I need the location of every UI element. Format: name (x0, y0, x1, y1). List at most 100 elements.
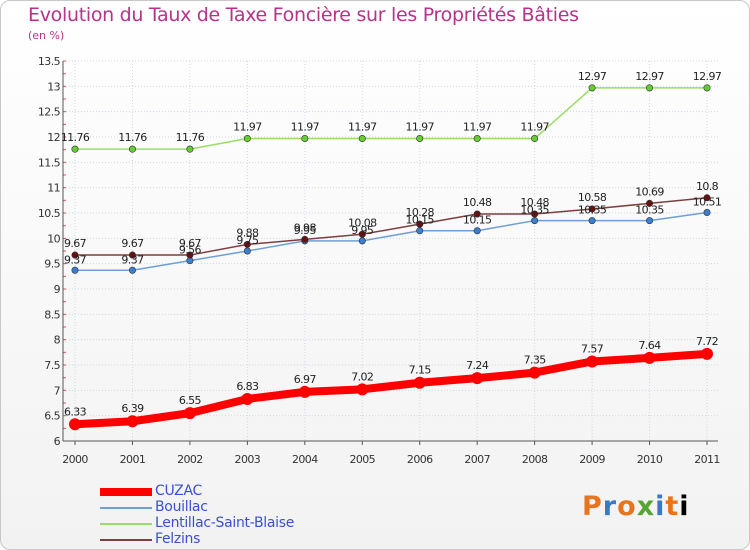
data-label-bouillac: 10.35 (635, 204, 664, 217)
y-axis-unit: (en %) (28, 29, 65, 42)
y-tick-label: 6 (54, 435, 61, 448)
data-point-felzins (301, 235, 309, 243)
logo-letter: r (602, 491, 618, 522)
data-label-felzins: 9.88 (236, 226, 259, 239)
data-point-cuzac (471, 372, 484, 385)
data-point-felzins (71, 251, 79, 259)
legend-swatch-felzins (100, 539, 152, 541)
logo-letter: t (665, 491, 680, 522)
data-label-felzins: 10.58 (578, 191, 607, 204)
y-tick-label: 7.5 (44, 359, 60, 372)
data-point-bouillac (646, 217, 654, 225)
y-tick-label: 6.5 (44, 410, 60, 423)
data-label-cuzac: 7.57 (581, 342, 604, 355)
data-label-felzins: 10.8 (696, 180, 719, 193)
data-point-bouillac (416, 227, 424, 235)
data-point-bouillac (703, 208, 711, 216)
data-label-cuzac: 7.02 (351, 370, 373, 383)
data-point-cuzac (241, 392, 254, 405)
data-label-lentillac: 11.97 (291, 121, 320, 134)
data-label-cuzac: 7.72 (696, 335, 718, 348)
data-point-felzins (243, 240, 251, 248)
data-point-lentillac (71, 145, 79, 153)
data-label-cuzac: 7.35 (524, 354, 547, 367)
axis-layer: 6 6.5 7 7.5 8 8.5 9 9.5 10 10.5 11 11.5 12 12.5 13 13.5… (38, 55, 720, 466)
data-label-felzins: 10.48 (463, 196, 492, 209)
data-label-bouillac: 9.75 (236, 234, 259, 247)
data-label-lentillac: 11.97 (463, 121, 492, 134)
legend-label-felzins: Felzins (155, 531, 201, 547)
data-point-bouillac (531, 217, 539, 225)
data-label-lentillac: 11.76 (61, 131, 90, 144)
y-tick-label: 10 (47, 232, 60, 245)
data-label-lentillac: 12.97 (635, 70, 664, 83)
data-label-lentillac: 11.97 (405, 121, 434, 134)
grid-layer (63, 60, 718, 442)
x-tick-label: 2007 (464, 453, 490, 466)
data-point-lentillac (301, 135, 309, 143)
data-point-cuzac (586, 355, 599, 368)
legend-label-bouillac: Bouillac (155, 499, 208, 515)
data-point-felzins (128, 251, 136, 259)
series-line-felzins (74, 197, 708, 256)
data-label-felzins: 10.69 (635, 185, 664, 198)
x-tick-label: 2000 (62, 453, 88, 466)
data-point-felzins (416, 220, 424, 228)
data-point-lentillac (646, 84, 654, 92)
data-point-lentillac (473, 135, 481, 143)
series-line-cuzac (71, 349, 711, 429)
data-point-cuzac (183, 407, 196, 420)
logo-letter: i (679, 491, 690, 522)
data-label-bouillac: 10.35 (520, 204, 549, 217)
x-tick-label: 2006 (407, 453, 433, 466)
data-label-cuzac: 7.15 (409, 364, 432, 377)
data-point-lentillac (703, 84, 711, 92)
y-tick-label: 12 (47, 131, 60, 144)
x-tick-label: 2004 (292, 453, 318, 466)
x-tick-label: 2001 (120, 453, 146, 466)
data-point-cuzac (413, 376, 426, 389)
x-tick-label: 2011 (694, 453, 720, 466)
data-point-cuzac (126, 415, 139, 428)
y-tick-label: 13 (47, 80, 60, 93)
data-point-cuzac (701, 347, 713, 360)
x-tick-label: 2005 (349, 453, 375, 466)
data-label-bouillac: 10.15 (463, 214, 492, 227)
data-label-lentillac: 11.97 (520, 121, 549, 134)
data-point-bouillac (358, 237, 366, 245)
y-tick-label: 12.5 (38, 106, 61, 119)
data-point-lentillac (128, 145, 136, 153)
series-line-lentillac (74, 87, 708, 150)
x-tick-label: 2008 (522, 453, 548, 466)
data-label-felzins: 9.98 (294, 221, 317, 234)
data-point-felzins (358, 230, 366, 238)
data-label-cuzac: 6.83 (236, 380, 259, 393)
data-label-cuzac: 7.24 (466, 359, 489, 372)
data-label-bouillac: 9.37 (64, 253, 87, 266)
x-tick-label: 2003 (235, 453, 261, 466)
data-label-cuzac: 6.33 (64, 405, 87, 418)
data-point-lentillac (186, 145, 194, 153)
series-layer (69, 84, 713, 431)
data-label-bouillac: 9.95 (351, 224, 374, 237)
proxiti-logo: Proxiti (582, 491, 690, 522)
legend-swatch-lentillac (100, 523, 152, 525)
data-point-felzins (186, 251, 194, 259)
y-tick-label: 9.5 (44, 258, 60, 271)
data-point-cuzac (528, 366, 541, 379)
data-label-lentillac: 11.97 (233, 121, 262, 134)
data-point-felzins (531, 210, 539, 218)
legend-label-cuzac: CUZAC (155, 483, 202, 499)
data-point-cuzac (298, 385, 311, 398)
data-point-lentillac (588, 84, 596, 92)
data-point-bouillac (128, 266, 136, 274)
data-label-cuzac: 7.64 (638, 339, 661, 352)
data-label-felzins: 9.67 (179, 237, 202, 250)
data-point-lentillac (243, 135, 251, 143)
x-tick-label: 2002 (177, 453, 203, 466)
data-label-lentillac: 11.76 (176, 131, 205, 144)
y-tick-label: 8 (54, 334, 61, 347)
y-tick-label: 13.5 (38, 55, 61, 68)
x-tick-label: 2009 (579, 453, 605, 466)
